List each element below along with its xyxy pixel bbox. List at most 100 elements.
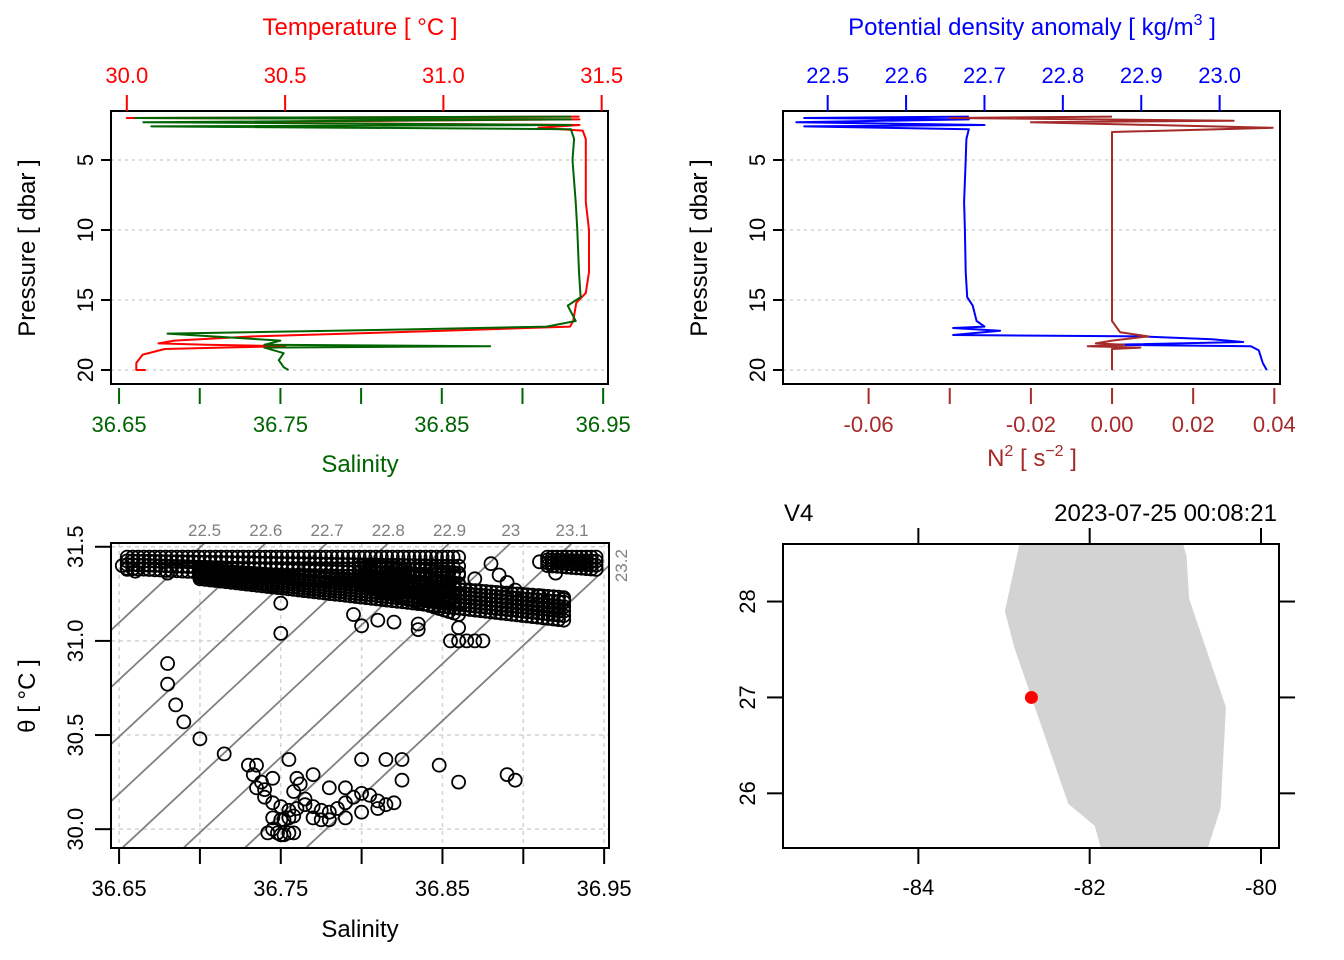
ts-salinity-tick-label: 36.65 <box>92 876 147 901</box>
ts-point <box>412 570 428 586</box>
ts-point <box>249 757 264 773</box>
n2-tick-label: 0.00 <box>1091 412 1134 437</box>
isopycnal-label: 23 <box>501 521 520 540</box>
isopycnal-line <box>120 543 451 848</box>
temperature-axis: 30.0 30.5 31.0 31.5 <box>105 63 623 111</box>
station-timestamp: 2023-07-25 00:08:21 <box>1054 500 1277 527</box>
ts-point <box>260 825 276 841</box>
ts-point <box>297 797 313 813</box>
ts-point <box>160 565 176 581</box>
ts-point <box>431 757 447 773</box>
ts-point <box>417 571 433 587</box>
ts-point <box>265 578 281 594</box>
ts-point <box>273 595 289 611</box>
pressure-axis: 5 10 15 20 <box>745 154 783 382</box>
ts-point <box>451 633 467 649</box>
isopycnal-label: 22.8 <box>372 521 405 540</box>
ts-point <box>412 562 428 578</box>
pressure-gridlines <box>783 159 1280 371</box>
ts-point <box>321 812 337 828</box>
land-layer <box>1004 544 1226 848</box>
ts-theta-tick-label: 31.0 <box>63 619 88 662</box>
ts-point <box>321 804 337 820</box>
station-name: V4 <box>784 500 813 527</box>
ts-point <box>370 612 386 628</box>
temperature-profile-line <box>125 115 590 371</box>
pressure-tick-label: 5 <box>745 154 770 166</box>
ts-point <box>286 808 302 824</box>
ts-point <box>532 588 547 604</box>
ts-point <box>410 616 426 632</box>
ts-point <box>127 563 143 579</box>
ts-theta-tick-label: 30.5 <box>63 714 88 757</box>
station-map-panel: -84 -82 -80 26 27 28 V4 2023-07-25 00:08:21 <box>735 500 1295 900</box>
ts-point <box>305 810 321 826</box>
ts-point <box>289 801 305 816</box>
ts-point <box>346 607 361 622</box>
ts-diagram-panel: 36.65 36.75 36.85 36.95 30.0 30.5 31.0 31.5 22… <box>14 521 632 943</box>
pressure-tick-label: 20 <box>745 358 770 382</box>
ts-point <box>451 774 467 790</box>
ts-salinity-tick-label: 36.95 <box>577 876 632 901</box>
ts-point <box>556 608 572 624</box>
ts-point <box>583 557 599 573</box>
ts-point <box>337 780 353 796</box>
ts-point <box>168 697 184 713</box>
isopycnal-line <box>111 543 329 745</box>
longitude-tick-label: -80 <box>1245 875 1277 900</box>
n2-tick-label: 0.02 <box>1172 412 1215 437</box>
ts-point <box>119 562 135 577</box>
pressure-gridlines <box>111 159 608 371</box>
density-axis-title: Potential density anomaly [ kg/m3 ] <box>848 12 1216 41</box>
ts-point <box>281 752 297 767</box>
isopycnal-label: 22.6 <box>249 521 282 540</box>
ts-point <box>394 752 410 767</box>
ts-point <box>305 799 321 814</box>
ts-point <box>588 553 604 569</box>
ts-point <box>337 810 353 826</box>
density-tick-label: 22.5 <box>806 63 849 88</box>
ts-point <box>467 571 483 587</box>
ts-point <box>451 549 467 565</box>
ts-point <box>286 784 302 799</box>
salinity-tick-label: 36.85 <box>414 412 469 437</box>
ts-point <box>475 633 491 649</box>
ts-point <box>407 570 423 585</box>
profile-density-lines <box>795 115 1274 371</box>
ts-point <box>402 562 418 577</box>
ts-point <box>548 565 563 581</box>
ts-point <box>569 553 585 569</box>
pressure-tick-label: 15 <box>745 288 770 312</box>
ts-point <box>192 731 208 747</box>
density-tick-label: 22.7 <box>963 63 1006 88</box>
temperature-tick-label: 31.0 <box>422 63 465 88</box>
ts-point <box>321 780 337 796</box>
n2-tick-label: 0.04 <box>1253 412 1296 437</box>
ts-point <box>257 782 273 797</box>
ts-point <box>224 573 240 589</box>
ts-point <box>397 561 413 577</box>
ts-point <box>451 565 467 581</box>
ts-point <box>273 626 289 641</box>
ts-point <box>556 612 572 628</box>
ts-point <box>354 804 370 820</box>
ts-point <box>281 825 297 841</box>
ts-point <box>394 772 410 788</box>
isopycnal-label: 22.5 <box>188 521 221 540</box>
pressure-axis: 5 10 15 20 <box>73 154 111 382</box>
ts-point <box>451 596 467 612</box>
ts-point <box>305 767 321 782</box>
salinity-axis: 36.65 36.75 36.85 36.95 <box>92 388 631 437</box>
ts-salinity-tick-label: 36.75 <box>253 876 308 901</box>
salinity-profile-line <box>134 115 582 371</box>
ts-points <box>114 549 604 843</box>
ts-point <box>532 554 547 570</box>
ts-point <box>588 562 604 577</box>
density-tick-label: 22.6 <box>885 63 928 88</box>
ts-point <box>451 576 467 591</box>
ts-point <box>588 557 604 573</box>
temperature-tick-label: 31.5 <box>580 63 623 88</box>
salinity-axis: 36.65 36.75 36.85 36.95 <box>92 848 632 901</box>
station-layer <box>1024 690 1038 704</box>
